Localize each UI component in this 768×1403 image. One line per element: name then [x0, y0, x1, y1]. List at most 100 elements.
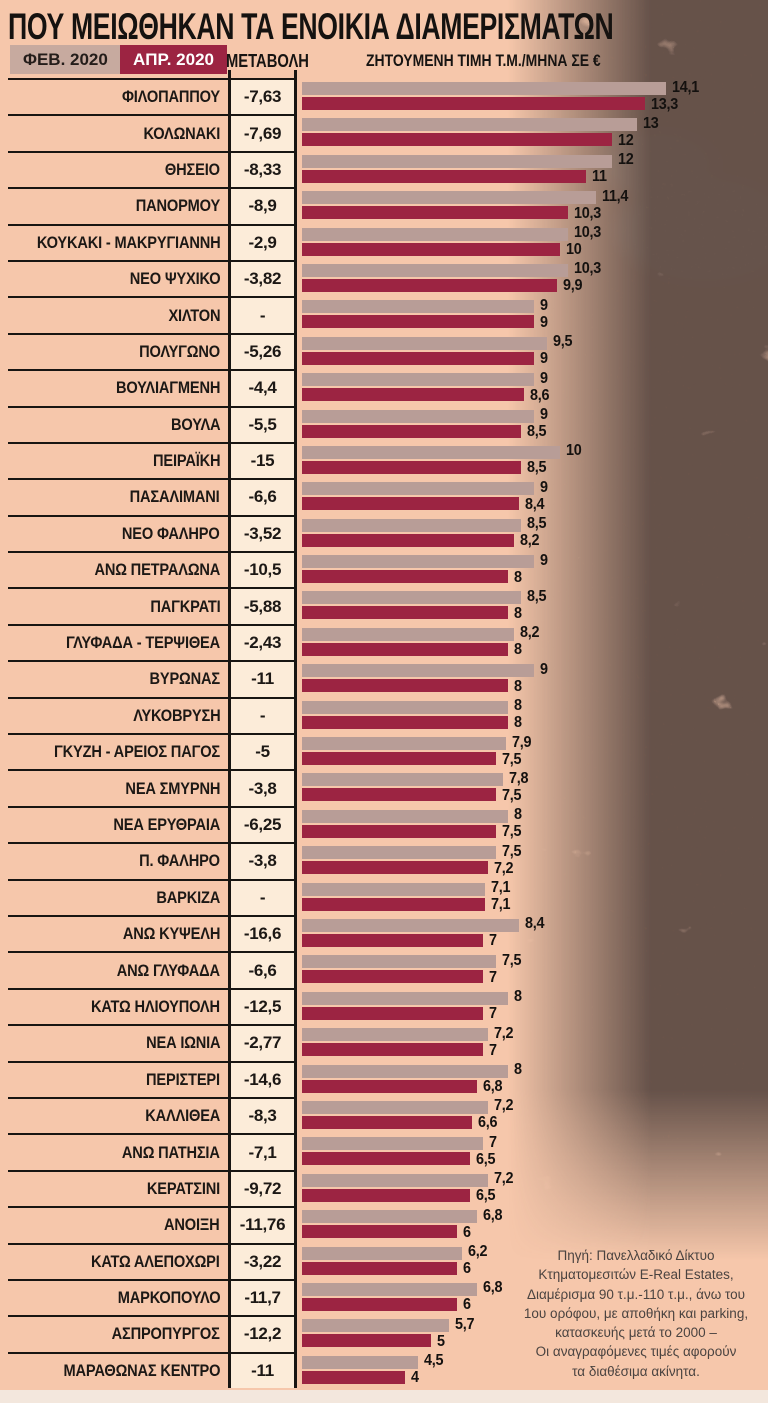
apr-2020-bar: [302, 533, 514, 547]
apr-2020-value-label: 7: [488, 932, 497, 950]
bars-cell: 7,2 7: [297, 1024, 768, 1060]
table-row: ΒΑΡΚΙΖΑ - 7,1 7,1: [0, 878, 768, 915]
feb-2020-value-label: 7,2: [493, 1024, 513, 1042]
table-row: ΚΑΛΛΙΘΕΑ -8,3 7,2 6,6: [0, 1096, 768, 1134]
feb-2020-value-label: 6,2: [467, 1243, 488, 1260]
apr-2020-bar: [302, 351, 535, 365]
feb-2020-bar: [302, 1319, 450, 1333]
area-name-label: ΠΟΛΥΓΩΝΟ: [139, 341, 220, 361]
table-row: ΧΙΛΤΟΝ - 9 9: [0, 296, 768, 333]
change-value: -6,6: [228, 478, 297, 515]
feb-2020-bar: [302, 955, 496, 969]
feb-2020-bar: [302, 918, 519, 932]
area-name-cell: ΑΝΩ ΠΕΤΡΑΛΩΝΑ: [8, 551, 228, 587]
table-row: ΑΝΩ ΚΥΨΕΛΗ -16,6 8,4 7: [0, 914, 768, 952]
apr-2020-value-label: 6: [462, 1260, 471, 1277]
area-name-cell: Π. ΦΑΛΗΡΟ: [8, 842, 228, 878]
area-name-cell: ΓΛΥΦΑΔΑ - ΤΕΡΨΙΘΕΑ: [8, 623, 228, 660]
area-name-cell: ΑΝΩ ΚΥΨΕΛΗ: [8, 914, 228, 951]
feb-2020-bar: [302, 882, 486, 896]
apr-2020-value-label: 8,5: [527, 459, 547, 477]
area-name-label: ΓΚΥΖΗ - ΑΡΕΙΟΣ ΠΑΓΟΣ: [54, 742, 220, 762]
feb-2020-bar: [302, 82, 666, 95]
area-name-cell: ΠΕΡΙΣΤΕΡΙ: [8, 1060, 228, 1097]
area-name-label: ΒΥΡΩΝΑΣ: [149, 669, 221, 689]
feb-2020-bar: [302, 1210, 478, 1224]
apr-2020-bar: [302, 1006, 483, 1020]
apr-2020-value-label: 11: [591, 168, 607, 186]
feb-2020-bar: [302, 373, 535, 387]
area-name-cell: ΚΑΛΛΙΘΕΑ: [8, 1096, 228, 1133]
area-name-cell: ΚΕΡΑΤΣΙΝΙ: [8, 1169, 228, 1206]
area-name-label: ΚΑΤΩ ΑΛΕΠΟΧΩΡΙ: [91, 1251, 220, 1271]
feb-2020-value-label: 13: [643, 114, 659, 132]
apr-2020-value-label: 8,6: [529, 386, 550, 404]
area-name-label: ΚΕΡΑΤΣΙΝΙ: [146, 1178, 220, 1198]
apr-2020-value-label: 8,4: [524, 495, 544, 513]
apr-2020-bar: [302, 97, 646, 110]
apr-2020-bar: [302, 642, 509, 656]
page-title: ΠΟΥ ΜΕΙΩΘΗΚΑΝ ΤΑ ΕΝΟΙΚΙΑ ΔΙΑΜΕΡΙΣΜΑΤΩΝ: [8, 6, 614, 47]
feb-2020-bar: [302, 1173, 488, 1187]
area-name-cell: ΚΟΛΩΝΑΚΙ: [8, 114, 228, 150]
apr-2020-value-label: 7,1: [491, 896, 511, 914]
bars-cell: 11,4 10,3: [297, 187, 768, 223]
bars-cell: 10,3 9,9: [297, 260, 768, 296]
change-value: -7,63: [228, 78, 297, 115]
legend-feb-2020-chip: ΦΕΒ. 2020: [10, 45, 121, 74]
bars-cell: 6,8 6: [297, 1206, 768, 1242]
feb-2020-bar: [302, 263, 568, 277]
area-name-cell: ΝΕΑ ΕΡΥΘΡΑΙΑ: [8, 805, 228, 842]
area-name-label: ΚΑΤΩ ΗΛΙΟΥΠΟΛΗ: [91, 996, 220, 1016]
change-value: -15: [228, 441, 297, 479]
bars-cell: 7,5 7,2: [297, 842, 768, 878]
bars-cell: 8 7: [297, 988, 768, 1024]
feb-2020-value-label: 8: [514, 988, 523, 1006]
feb-2020-value-label: 9: [540, 406, 548, 424]
area-name-cell: ΓΚΥΖΗ - ΑΡΕΙΟΣ ΠΑΓΟΣ: [8, 733, 228, 769]
apr-2020-bar: [302, 1152, 470, 1166]
area-name-cell: ΠΑΝΟΡΜΟΥ: [8, 187, 228, 223]
change-value: -11: [228, 660, 297, 697]
table-row: Π. ΦΑΛΗΡΟ -3,8 7,5 7,2: [0, 842, 768, 879]
area-name-label: ΝΕΑ ΣΜΥΡΝΗ: [125, 778, 220, 798]
table-row: ΝΕΟ ΨΥΧΙΚΟ -3,82 10,3 9,9: [0, 259, 768, 297]
feb-2020-value-label: 11,4: [602, 187, 629, 205]
bars-cell: 8 7,5: [297, 806, 768, 842]
area-name-cell: ΘΗΣΕΙΟ: [8, 150, 228, 187]
area-name-label: ΒΟΥΛΙΑΓΜΕΝΗ: [115, 378, 220, 398]
apr-2020-value-label: 8: [514, 641, 523, 659]
change-value: -7,1: [228, 1133, 297, 1170]
apr-2020-value-label: 6,5: [475, 1150, 495, 1168]
area-name-label: ΒΑΡΚΙΖΑ: [156, 887, 220, 907]
area-name-label: ΝΕΑ ΕΡΥΘΡΑΙΑ: [113, 815, 220, 834]
change-value: -3,22: [228, 1242, 297, 1279]
area-name-cell: ΒΟΥΛΑ: [8, 405, 228, 442]
feb-2020-value-label: 9: [540, 478, 548, 496]
bars-cell: 9 8,4: [297, 478, 768, 514]
feb-2020-bar: [302, 191, 597, 205]
table-row: ΚΟΛΩΝΑΚΙ -7,69 13 12: [0, 114, 768, 151]
feb-2020-bar: [302, 1355, 419, 1369]
change-value: -7,69: [228, 114, 297, 151]
apr-2020-value-label: 7: [488, 968, 497, 986]
apr-2020-bar: [302, 933, 483, 947]
change-value: -8,33: [228, 150, 297, 188]
change-value: -3,8: [228, 769, 297, 806]
change-value: -12,2: [228, 1315, 297, 1352]
apr-2020-value-label: 9: [540, 350, 548, 368]
area-name-label: Π. ΦΑΛΗΡΟ: [139, 851, 220, 871]
feb-2020-value-label: 12: [617, 151, 634, 169]
change-column-header: ΜΕΤΑΒΟΛΗ: [226, 51, 309, 71]
feb-2020-value-label: 8: [514, 697, 523, 715]
area-name-label: ΝΕΟ ΨΥΧΙΚΟ: [129, 269, 220, 289]
table-row: ΠΕΙΡΑΪΚΗ -15 10 8,5: [0, 441, 768, 479]
area-name-label: ΚΟΥΚΑΚΙ - ΜΑΚΡΥΓΙΑΝΝΗ: [36, 232, 220, 252]
area-name-cell: ΝΕΟ ΦΑΛΗΡΟ: [8, 514, 228, 551]
area-name-label: ΘΗΣΕΙΟ: [165, 159, 220, 179]
apr-2020-value-label: 7,5: [501, 823, 521, 841]
change-value: -3,52: [228, 514, 297, 552]
table-row: ΜΑΡΑΘΩΝΑΣ ΚΕΝΤΡΟ -11 4,5 4: [0, 1351, 768, 1389]
table-row: ΦΙΛΟΠΑΠΠΟΥ -7,63 14,1 13,3: [0, 78, 768, 115]
bar-chart-rows: ΦΙΛΟΠΑΠΠΟΥ -7,63 14,1 13,3 ΚΟΛΩΝΑΚΙ -7,6…: [0, 78, 768, 1389]
